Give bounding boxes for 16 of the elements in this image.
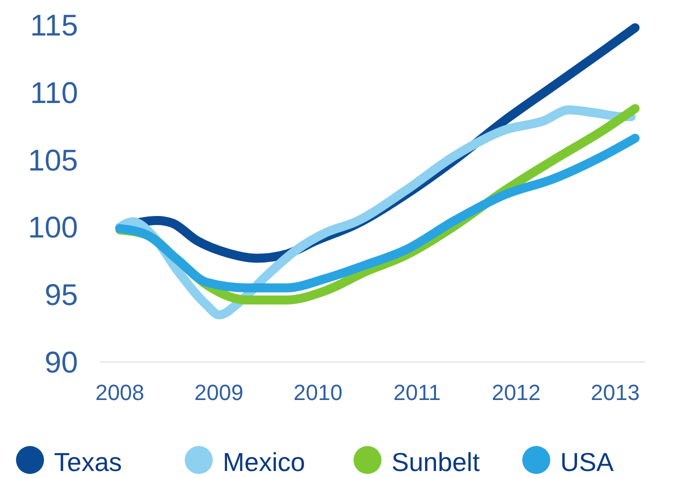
- y-tick-label: 90: [44, 346, 78, 380]
- y-tick-label: 110: [30, 76, 78, 110]
- y-tick-label: 115: [30, 10, 78, 42]
- legend-label: Mexico: [222, 447, 306, 478]
- legend-label: Sunbelt: [392, 447, 480, 478]
- y-tick-label: 95: [44, 279, 78, 312]
- legend-label: USA: [560, 447, 614, 478]
- y-tick-label: 105: [28, 144, 78, 178]
- x-tick-label: 2010: [294, 380, 342, 405]
- x-tick-label: 2008: [95, 380, 144, 405]
- x-tick-label: 2011: [393, 380, 441, 405]
- x-tick-label: 2013: [590, 380, 640, 405]
- legend-label: Texas: [54, 447, 122, 478]
- x-tick-label: 2009: [194, 380, 244, 405]
- y-tick-label: 100: [28, 212, 78, 245]
- x-tick-label: 2012: [492, 380, 541, 405]
